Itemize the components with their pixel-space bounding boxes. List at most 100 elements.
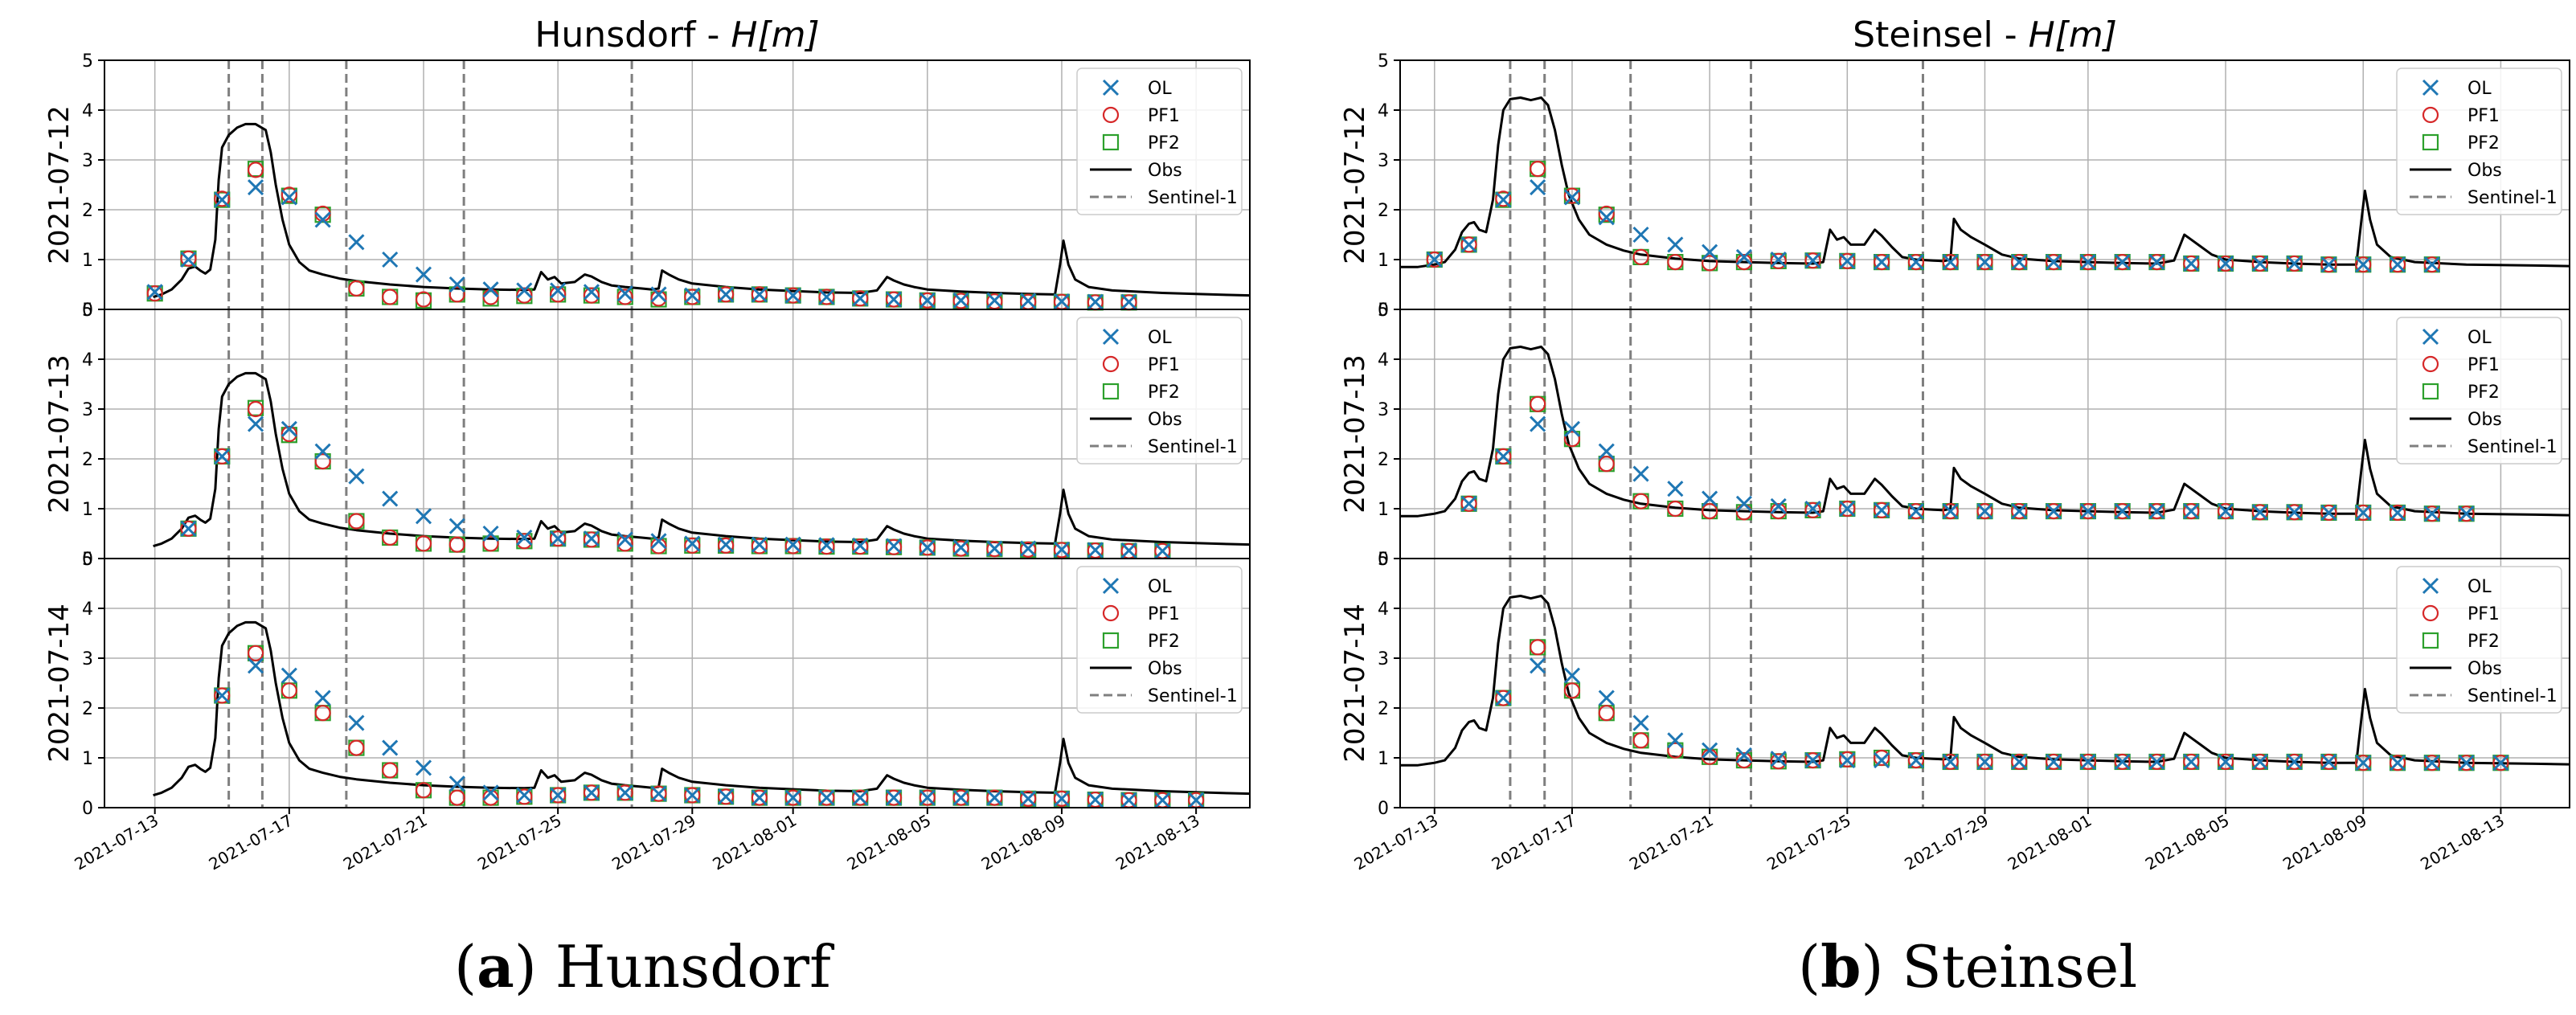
obs-series-line	[1400, 595, 2570, 767]
legend-pf1-symbol	[1102, 604, 1120, 622]
pf1-marker	[2114, 753, 2131, 771]
subplot-2021-07-14: 0 1 2 3 4 5 2021-07-14 OL PF1 PF2 Obs Sentinel-1	[43, 550, 1251, 819]
ol-marker	[2458, 505, 2475, 522]
pf1-marker	[919, 292, 936, 309]
ol-marker	[1667, 236, 1684, 253]
ol-marker	[2148, 503, 2165, 520]
pf1-marker	[1942, 254, 1959, 271]
ol-marker	[2423, 505, 2440, 522]
pf1-marker	[1563, 431, 1581, 448]
pf1-marker	[2079, 254, 2096, 271]
y-tick-label: 2	[1378, 699, 1389, 719]
ol-marker	[247, 179, 264, 196]
legend-label: Obs	[2467, 659, 2502, 679]
ol-marker	[583, 530, 600, 547]
legend-label: PF1	[1148, 604, 1180, 624]
ol-marker	[1702, 244, 1718, 260]
pf1-marker	[516, 788, 533, 805]
pf1-marker	[482, 789, 499, 806]
y-tick-label: 3	[1378, 151, 1389, 171]
ol-marker	[650, 533, 667, 550]
ol-marker	[1735, 495, 1753, 512]
chart-title: Hunsdorf - H[m]	[534, 14, 819, 55]
ol-marker	[1907, 503, 1924, 520]
pf1-marker	[516, 533, 533, 550]
legend-label: PF1	[2467, 106, 2500, 126]
ol-marker	[1632, 714, 1649, 731]
ol-marker	[482, 525, 499, 542]
pf1-marker	[2320, 504, 2337, 522]
pf1-marker	[1874, 254, 1890, 271]
subplot-frame	[104, 558, 1251, 808]
pf1-marker	[885, 538, 903, 555]
pf1-marker	[1598, 456, 1615, 473]
pf1-marker	[784, 789, 801, 806]
ol-marker	[1804, 500, 1821, 518]
pf1-marker	[247, 400, 264, 418]
legend: OL PF1 PF2 Obs Sentinel-1	[2396, 566, 2562, 714]
pf1-marker	[415, 291, 432, 308]
legend-label: Sentinel-1	[1148, 686, 1238, 706]
ol-marker	[1632, 226, 1649, 244]
legend-label: Obs	[1148, 410, 1182, 430]
x-tick-label: 2021-07-29	[1901, 811, 1992, 874]
pf1-marker	[2011, 753, 2028, 771]
ol-marker	[1976, 254, 1993, 271]
ol-marker	[382, 490, 399, 507]
obs-series-line	[153, 122, 1250, 298]
chart-panel-b: Steinsel - H[m]0123452021-07-12OLPF1PF2O…	[1339, 14, 2570, 874]
ol-marker	[2286, 504, 2303, 521]
y-tick-label: 5	[82, 550, 93, 570]
ol-marker	[281, 667, 297, 684]
pf1-marker	[2458, 505, 2475, 522]
ol-marker	[952, 539, 969, 556]
pf1-marker	[348, 513, 365, 530]
ol-marker	[2114, 503, 2131, 520]
pf1-marker	[382, 529, 399, 546]
legend-label: Obs	[2467, 161, 2502, 181]
pf1-marker	[1020, 790, 1037, 807]
pf1-marker	[1874, 749, 1890, 767]
pf1-marker	[1839, 252, 1856, 269]
subplot-2021-07-13: 0 1 2 3 4 5 2021-07-13 OL PF1 PF2 Obs Sentinel-1	[43, 301, 1251, 570]
pf1-marker	[2114, 502, 2131, 520]
y-tick-label: 1	[82, 251, 93, 271]
pf1-marker	[1530, 639, 1546, 656]
ol-marker	[214, 191, 231, 208]
ol-marker	[281, 189, 297, 206]
legend-label: Obs	[2467, 410, 2502, 430]
pf1-marker	[2148, 753, 2165, 771]
pf1-marker	[684, 289, 701, 305]
ol-marker	[1839, 500, 1856, 518]
ol-marker	[1804, 752, 1821, 769]
ol-marker	[2492, 755, 2509, 771]
legend-pf1-symbol	[1102, 106, 1120, 124]
y-axis-label: 2021-07-13	[43, 354, 76, 514]
y-tick-label: 1	[82, 500, 93, 520]
ol-marker	[448, 518, 465, 534]
legend-frame	[2396, 317, 2562, 465]
pf1-marker	[1702, 255, 1718, 272]
pf1-marker	[448, 789, 465, 806]
x-tick-label: 2021-08-05	[2142, 811, 2233, 874]
y-tick-label: 2	[82, 699, 93, 719]
y-tick-label: 2	[1378, 201, 1389, 221]
ol-marker	[415, 508, 432, 525]
pf1-marker	[1976, 254, 1993, 271]
ol-marker	[2079, 753, 2096, 771]
y-tick-label: 5	[1378, 51, 1389, 72]
pf1-marker	[952, 789, 969, 806]
legend-ol-symbol	[2422, 328, 2439, 346]
ol-marker	[1154, 542, 1171, 559]
pf1-marker	[180, 250, 197, 267]
ol-marker	[2217, 255, 2234, 272]
pf1-marker	[2389, 256, 2406, 273]
ol-marker	[2183, 255, 2200, 272]
ol-marker	[247, 415, 264, 432]
pf1-marker	[1702, 502, 1718, 520]
ol-marker	[382, 739, 399, 756]
x-tick-label: 2021-08-01	[2005, 811, 2095, 874]
ol-marker	[919, 292, 936, 309]
caption-b: (b) Steinsel	[1798, 932, 2138, 1001]
pf1-marker	[1495, 448, 1512, 465]
